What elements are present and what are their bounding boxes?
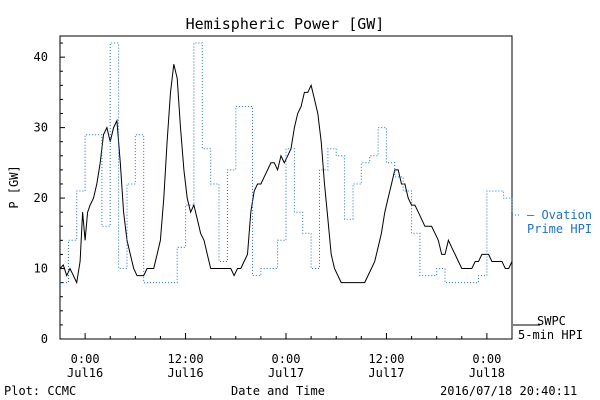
- x-tick-date: Jul17: [268, 366, 304, 380]
- plot-frame: [59, 35, 513, 340]
- plot-credit: Plot: CCMC: [4, 384, 76, 398]
- x-tick-date: Jul16: [167, 366, 203, 380]
- plot-timestamp: 2016/07/18 20:40:11: [440, 384, 577, 398]
- x-tick-time: 0:00: [71, 352, 100, 366]
- plot-area: [59, 35, 513, 340]
- y-tick-label: 30: [34, 121, 48, 135]
- x-tick-date: Jul17: [368, 366, 404, 380]
- x-tick-time: 12:00: [167, 352, 203, 366]
- y-tick-label: 20: [34, 191, 48, 205]
- legend: — Ovation Prime HPI SWPC 5-min HPI: [512, 208, 592, 342]
- y-axis-label: P [GW]: [7, 165, 21, 208]
- series-line-ovation: [60, 42, 513, 284]
- y-tick-label: 10: [34, 262, 48, 276]
- x-tick-date: Jul18: [469, 366, 505, 380]
- y-axis: 0 10 20 30 40: [34, 42, 65, 346]
- x-tick-time: 0:00: [272, 352, 301, 366]
- legend-swpc-label: SWPC: [537, 314, 566, 328]
- series-layer: [59, 42, 513, 285]
- x-axis: 0:00Jul1612:00Jul160:00Jul1712:00Jul170:…: [67, 333, 513, 380]
- y-tick-label: 0: [41, 332, 48, 346]
- x-tick-time: 12:00: [368, 352, 404, 366]
- y-tick-label: 40: [34, 50, 48, 64]
- legend-ovation-label-2: Prime HPI: [527, 222, 592, 236]
- x-tick-date: Jul16: [67, 366, 103, 380]
- legend-swpc-label-2: 5-min HPI: [518, 328, 583, 342]
- x-axis-label: Date and Time: [231, 384, 325, 398]
- series-line-swpc: [59, 64, 513, 285]
- x-tick-time: 0:00: [472, 352, 501, 366]
- chart-title: Hemispheric Power [GW]: [186, 15, 385, 33]
- legend-ovation-label: — Ovation: [527, 208, 592, 222]
